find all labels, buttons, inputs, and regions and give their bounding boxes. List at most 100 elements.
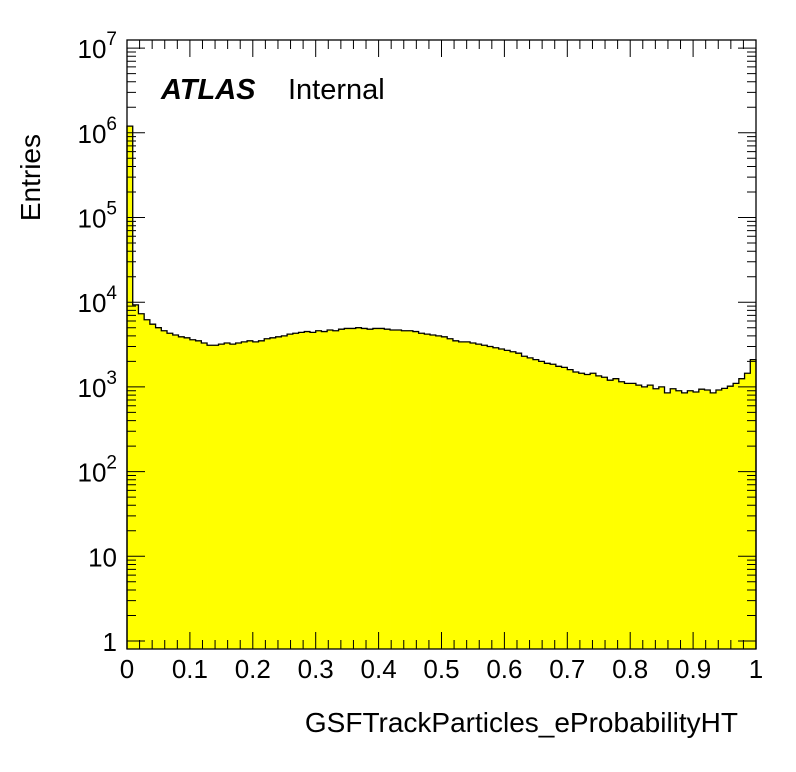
histogram-bin — [441, 336, 448, 649]
y-tick-label: 104 — [78, 283, 118, 318]
histogram-bin — [338, 329, 345, 649]
x-tick-label: 0.2 — [235, 654, 271, 684]
histogram-bin — [224, 342, 231, 649]
histogram-bin — [744, 373, 751, 649]
histogram-bin — [367, 329, 374, 649]
histogram-bin — [332, 330, 339, 649]
histogram-bin — [693, 392, 700, 649]
histogram-bin — [138, 313, 145, 649]
y-tick-label: 103 — [78, 368, 118, 403]
histogram-bin — [430, 334, 437, 649]
histogram-bin — [447, 338, 454, 649]
histogram-bin — [350, 328, 357, 649]
histogram-bin — [184, 337, 191, 649]
histogram-bin — [613, 378, 620, 649]
histogram-bin — [664, 392, 671, 649]
histogram-bin — [327, 329, 334, 649]
histogram-bin — [698, 389, 705, 649]
histogram-bin — [355, 327, 362, 649]
histogram-bin — [315, 330, 322, 649]
histogram-bin — [247, 340, 254, 649]
x-tick-label: 1 — [749, 654, 763, 684]
histogram-bin — [738, 378, 745, 649]
histogram-bin — [521, 356, 528, 649]
histogram-bin — [653, 388, 660, 649]
histogram-bin — [584, 374, 591, 649]
histogram-bin — [681, 392, 688, 649]
histogram-bin — [647, 385, 654, 649]
histogram-bin — [510, 351, 517, 649]
histogram-bin — [435, 335, 442, 649]
histogram-bin — [275, 336, 282, 649]
histogram-bin — [189, 339, 197, 649]
histogram-bin — [395, 329, 402, 649]
histogram-bin — [658, 386, 665, 649]
histogram-bin — [527, 357, 534, 649]
x-tick-label: 0.3 — [298, 654, 334, 684]
histogram-bin — [218, 344, 225, 649]
histogram-bin — [178, 336, 185, 649]
histogram-bin — [407, 330, 414, 649]
histogram-bin — [241, 341, 248, 649]
histogram-bin — [201, 342, 208, 649]
histogram-bin — [155, 327, 162, 649]
x-tick-label: 0.7 — [549, 654, 585, 684]
histogram-bin — [212, 345, 219, 649]
histogram-bin — [235, 342, 242, 649]
x-tick-label: 0.1 — [172, 654, 208, 684]
histogram-bin — [321, 331, 328, 649]
histogram-bin — [710, 392, 717, 649]
histogram-bin — [538, 361, 545, 649]
histogram-bin — [258, 340, 265, 649]
histogram-bin — [721, 388, 728, 649]
x-tick-label: 0.9 — [675, 654, 711, 684]
histogram-bin — [595, 375, 603, 649]
histogram-bin — [167, 333, 174, 649]
histogram-bin — [390, 329, 397, 649]
histogram-bin — [281, 335, 288, 649]
tick-labels: 0 0.1 0.2 0.3 0.4 0.5 0.6 0.7 0.8 0.9 1 1 10 102 103 10… — [78, 29, 764, 684]
histogram-outline — [126, 125, 757, 649]
histogram-bin — [287, 334, 294, 649]
y-tick-label: 106 — [78, 114, 118, 149]
histogram-bin — [252, 341, 259, 649]
histogram-bin — [630, 383, 637, 649]
histogram-bin — [567, 369, 574, 649]
histogram-bin — [590, 373, 597, 649]
histogram-bin — [733, 383, 740, 649]
histogram-bin — [372, 328, 379, 649]
histogram-bin — [550, 364, 557, 649]
histogram-bin — [544, 363, 551, 649]
histogram-bin — [492, 347, 500, 649]
histogram-bin — [561, 367, 568, 649]
x-tick-label: 0.4 — [361, 654, 397, 684]
histogram-bin — [607, 380, 614, 649]
histogram-bin — [578, 373, 585, 649]
y-axis-title: Entries — [15, 134, 46, 221]
histogram-bin — [635, 385, 643, 649]
histogram-bin — [269, 337, 277, 649]
histogram-bin — [172, 334, 179, 649]
histogram-bin — [618, 381, 625, 649]
histogram-bin — [452, 340, 460, 649]
histogram-bin — [750, 359, 757, 649]
histogram-bin — [504, 350, 511, 649]
histogram-bin — [132, 304, 139, 649]
y-tick-label: 1 — [103, 627, 117, 657]
histogram-bin — [487, 346, 494, 649]
histogram-bin — [127, 126, 134, 650]
histogram-bin — [601, 377, 608, 649]
histogram-bin — [292, 333, 299, 649]
histogram-bin — [378, 328, 385, 649]
x-tick-label: 0.6 — [486, 654, 522, 684]
histogram-bin — [675, 390, 683, 649]
histogram-bin — [149, 324, 156, 649]
histogram-bin — [515, 353, 522, 649]
x-axis-title: GSFTrackParticles_eProbabilityHT — [305, 707, 738, 738]
histogram-bin — [229, 344, 237, 649]
histogram-bin — [475, 344, 482, 649]
y-tick-label: 10 — [88, 542, 117, 572]
histogram-bin — [401, 330, 408, 649]
histogram-bin — [298, 332, 305, 649]
histogram-bin — [384, 329, 391, 649]
